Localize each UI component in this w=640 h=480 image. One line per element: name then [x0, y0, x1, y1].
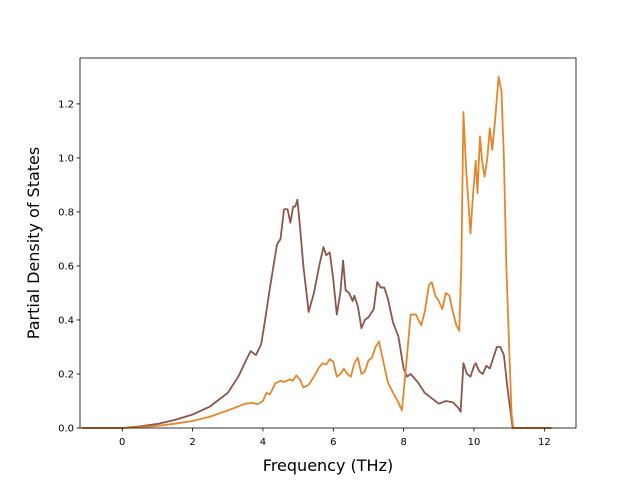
x-tick-label: 6 [330, 437, 336, 448]
y-axis-label: Partial Density of States [24, 147, 43, 339]
y-tick-label: 1.0 [58, 153, 74, 164]
series-line-2 [81, 76, 552, 429]
series-line-1 [81, 198, 552, 429]
y-axis-ticks: 0.0 0.2 0.4 0.6 0.8 1.0 1.2 [58, 99, 80, 435]
y-tick-label: 0.0 [58, 424, 74, 435]
series-group [81, 76, 552, 429]
y-tick-label: 1.2 [58, 99, 74, 110]
x-axis-ticks: 0 2 4 6 8 10 12 [119, 428, 551, 448]
x-tick-label: 10 [468, 437, 481, 448]
x-axis-label: Frequency (THz) [263, 456, 393, 475]
x-tick-label: 4 [260, 437, 266, 448]
y-tick-label: 0.6 [58, 261, 74, 272]
y-tick-label: 0.4 [58, 315, 74, 326]
x-tick-label: 8 [400, 437, 406, 448]
x-tick-label: 0 [119, 437, 125, 448]
y-tick-label: 0.2 [58, 369, 74, 380]
x-tick-label: 2 [189, 437, 195, 448]
plot-frame [79, 57, 577, 429]
plot-background [80, 58, 576, 428]
y-tick-label: 0.8 [58, 207, 74, 218]
x-tick-label: 12 [538, 437, 551, 448]
